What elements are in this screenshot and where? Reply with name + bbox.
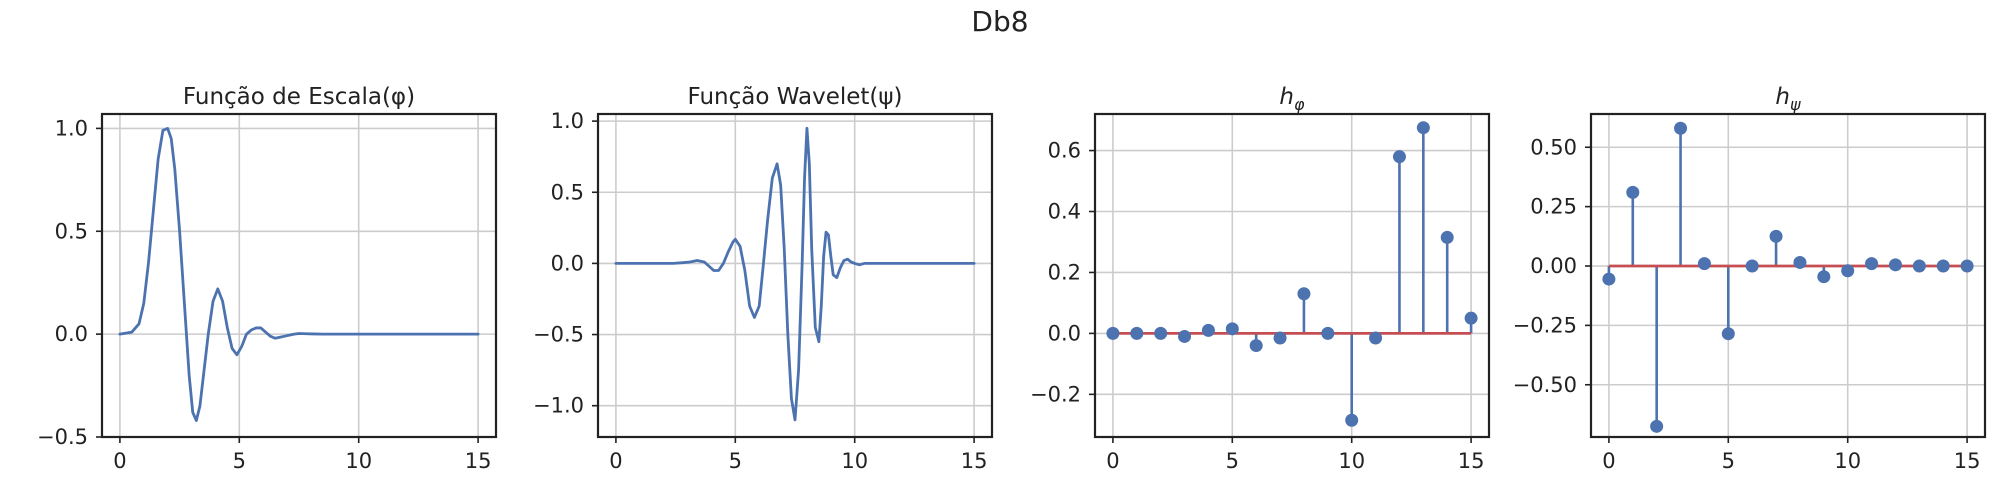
scaling-function-axes-frame	[100, 112, 498, 439]
h-phi-marker-7	[1273, 331, 1287, 345]
h-phi-marker-10	[1345, 413, 1359, 427]
scaling-function-panel: 0 5 10 15 −0.5 0.0 0.5 1.0 Função de Escala(φ)	[37, 84, 498, 473]
h-phi-ytick-label-3: 0.4	[1048, 200, 1081, 224]
h-psi-ytick-label-1: −0.25	[1513, 313, 1577, 337]
scaling-function-ytick-label-2: 0.5	[55, 219, 88, 243]
h-psi-title: hψ	[1775, 84, 1801, 114]
h-phi-marker-8	[1297, 287, 1311, 301]
scaling-function-ytick-label-0: −0.5	[37, 425, 88, 449]
wavelet-function-line-series	[614, 126, 976, 422]
h-psi-title-sub: ψ	[1790, 95, 1801, 114]
h-psi-marker-1	[1626, 185, 1640, 199]
h-phi-xtick-label-2: 10	[1338, 449, 1365, 473]
scaling-function-ytick-label-1: 0.0	[55, 322, 88, 346]
subplots-container: 0 5 10 15 −0.5 0.0 0.5 1.0 Função de Escala(φ) 0 5…	[37, 84, 1987, 473]
h-phi-marker-14	[1440, 230, 1454, 244]
scaling-function-xtick-label-2: 10	[345, 449, 372, 473]
h-phi-marker-11	[1369, 331, 1383, 345]
h-phi-panel: 0 5 10 15 −0.2 0.0 0.2 0.4 0.6 hφ	[1030, 84, 1491, 473]
wavelet-function-title: Função Wavelet(ψ)	[687, 84, 902, 110]
h-phi-ytick-label-0: −0.2	[1030, 382, 1081, 406]
h-psi-marker-2	[1650, 419, 1664, 433]
h-psi-marker-11	[1865, 257, 1879, 271]
h-phi-marker-9	[1321, 326, 1335, 340]
h-psi-marker-4	[1697, 257, 1711, 271]
h-psi-marker-15	[1960, 259, 1974, 273]
wavelet-function-ytick-label-0: −1.0	[533, 394, 584, 418]
h-phi-xtick-label-3: 15	[1458, 449, 1485, 473]
h-phi-marker-3	[1178, 329, 1192, 343]
h-psi-panel: 0 5 10 15 −0.50 −0.25 0.00 0.25 0.50 hψ	[1513, 84, 1987, 473]
wavelet-function-ytick-label-3: 0.5	[551, 180, 584, 204]
h-psi-xtick-label-0: 0	[1602, 449, 1615, 473]
wavelet-function-xtick-label-0: 0	[609, 449, 622, 473]
h-psi-marker-0	[1602, 272, 1616, 286]
scaling-function-xtick-label-0: 0	[113, 449, 126, 473]
h-phi-title-sub: φ	[1294, 95, 1305, 114]
wavelet-function-xtick-label-1: 5	[729, 449, 742, 473]
h-phi-marker-1	[1130, 326, 1144, 340]
h-psi-ytick-label-4: 0.50	[1530, 135, 1577, 159]
h-psi-marker-6	[1745, 259, 1759, 273]
h-psi-xtick-label-2: 10	[1834, 449, 1861, 473]
wavelet-function-axes-frame	[596, 112, 994, 439]
h-psi-ytick-label-0: −0.50	[1513, 373, 1577, 397]
h-psi-ytick-label-3: 0.25	[1530, 195, 1577, 219]
h-phi-marker-6	[1249, 339, 1263, 353]
h-psi-marker-5	[1721, 327, 1735, 341]
h-phi-marker-4	[1201, 323, 1215, 337]
scaling-function-xtick-label-1: 5	[233, 449, 246, 473]
scaling-function-xtick-label-3: 15	[465, 449, 492, 473]
h-psi-marker-10	[1841, 264, 1855, 278]
h-phi-marker-2	[1154, 326, 1168, 340]
h-psi-marker-9	[1817, 270, 1831, 284]
wavelet-function-ytick-label-2: 0.0	[551, 251, 584, 275]
h-psi-marker-7	[1769, 229, 1783, 243]
h-phi-title-base: h	[1279, 84, 1294, 110]
wavelet-function-xtick-label-2: 10	[841, 449, 868, 473]
h-psi-axes-frame	[1589, 112, 1987, 439]
figure-suptitle: Db8	[971, 5, 1028, 38]
h-phi-axes-frame	[1093, 112, 1491, 439]
h-phi-marker-13	[1416, 121, 1430, 135]
h-psi-marker-13	[1912, 259, 1926, 273]
h-psi-marker-14	[1936, 259, 1950, 273]
h-psi-marker-12	[1888, 258, 1902, 272]
h-phi-marker-12	[1392, 150, 1406, 164]
h-phi-marker-15	[1464, 311, 1478, 325]
h-phi-ytick-label-1: 0.0	[1048, 321, 1081, 345]
wavelet-function-panel: 0 5 10 15 −1.0 −0.5 0.0 0.5 1.0 Função Wavelet(ψ)	[533, 84, 994, 473]
h-psi-xtick-label-3: 15	[1954, 449, 1981, 473]
scaling-function-line-series	[118, 126, 480, 422]
h-phi-ytick-label-4: 0.6	[1048, 139, 1081, 163]
h-psi-marker-8	[1793, 255, 1807, 269]
h-phi-xtick-label-0: 0	[1106, 449, 1119, 473]
wavelet-function-xtick-label-3: 15	[961, 449, 988, 473]
h-psi-xtick-label-1: 5	[1722, 449, 1735, 473]
scaling-function-ytick-label-3: 1.0	[55, 116, 88, 140]
h-phi-ytick-label-2: 0.2	[1048, 260, 1081, 284]
wavelet-function-ytick-label-4: 1.0	[551, 109, 584, 133]
h-phi-marker-5	[1225, 322, 1239, 336]
h-psi-ytick-label-2: 0.00	[1530, 254, 1577, 278]
wavelet-function-ytick-label-1: −0.5	[533, 323, 584, 347]
scaling-function-title: Função de Escala(φ)	[183, 84, 415, 110]
h-phi-title: hφ	[1279, 84, 1305, 114]
h-psi-title-base: h	[1775, 84, 1790, 110]
h-phi-marker-0	[1106, 326, 1120, 340]
h-phi-xtick-label-1: 5	[1226, 449, 1239, 473]
h-psi-marker-3	[1674, 121, 1688, 135]
